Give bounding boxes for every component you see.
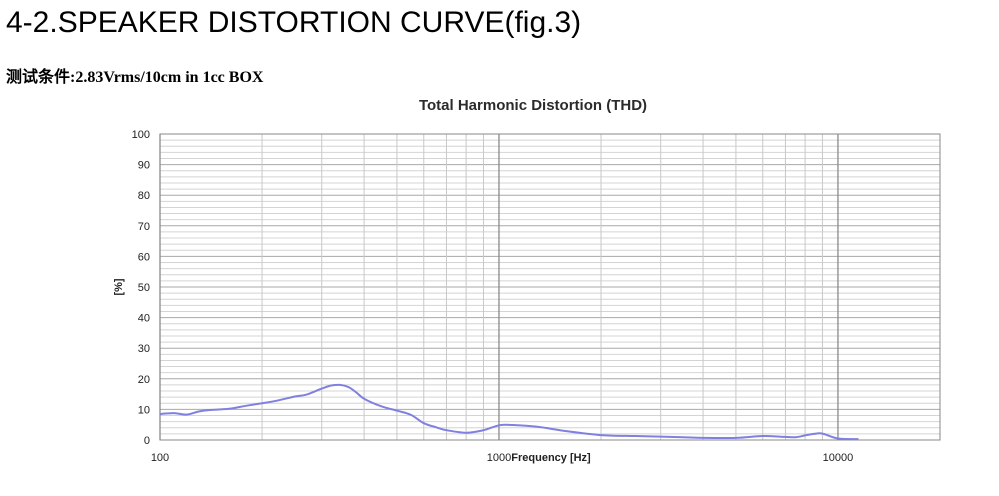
test-condition: 测试条件:2.83Vrms/10cm in 1cc BOX <box>6 69 264 86</box>
chart-title: Total Harmonic Distortion (THD) <box>418 97 648 114</box>
y-tick-label: 50 <box>138 282 150 294</box>
x-axis-label: Frequency [Hz] <box>511 452 591 464</box>
y-axis-label: [%] <box>113 278 125 295</box>
y-tick-label: 60 <box>138 251 150 263</box>
y-tick-label: 20 <box>138 374 150 386</box>
x-tick-label: 1000 <box>487 452 511 464</box>
y-tick-label: 30 <box>138 343 150 355</box>
y-tick-label: 90 <box>138 160 150 172</box>
y-tick-label: 0 <box>144 435 150 447</box>
grid-layer <box>159 133 941 441</box>
thd-series-line <box>159 383 859 441</box>
y-tick-label: 100 <box>132 129 150 141</box>
y-tick-label: 40 <box>138 313 150 325</box>
y-tick-label: 80 <box>138 190 150 202</box>
x-tick-label: 100 <box>151 452 169 464</box>
y-tick-label: 70 <box>138 221 150 233</box>
axis-ticks: 0 10 20 30 40 50 60 70 80 90 100 100 1000 10000 <box>132 129 854 464</box>
plot-area-border <box>159 133 941 441</box>
x-tick-label: 10000 <box>823 452 854 464</box>
y-tick-label: 10 <box>138 404 150 416</box>
page-heading: 4-2.SPEAKER DISTORTION CURVE(fig.3) <box>6 6 582 39</box>
